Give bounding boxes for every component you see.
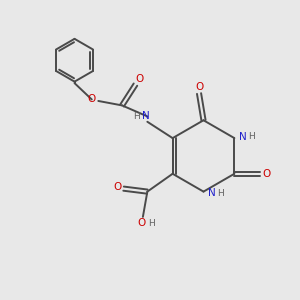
Text: H: H [248,132,255,141]
Text: N: N [142,111,150,122]
Text: O: O [137,218,146,228]
Text: O: O [262,169,270,179]
Text: O: O [113,182,121,192]
Text: O: O [136,74,144,84]
Text: H: H [134,112,140,121]
Text: O: O [88,94,96,104]
Text: N: N [208,188,216,198]
Text: O: O [195,82,203,92]
Text: H: H [148,219,154,228]
Text: N: N [239,132,247,142]
Text: H: H [218,189,224,198]
